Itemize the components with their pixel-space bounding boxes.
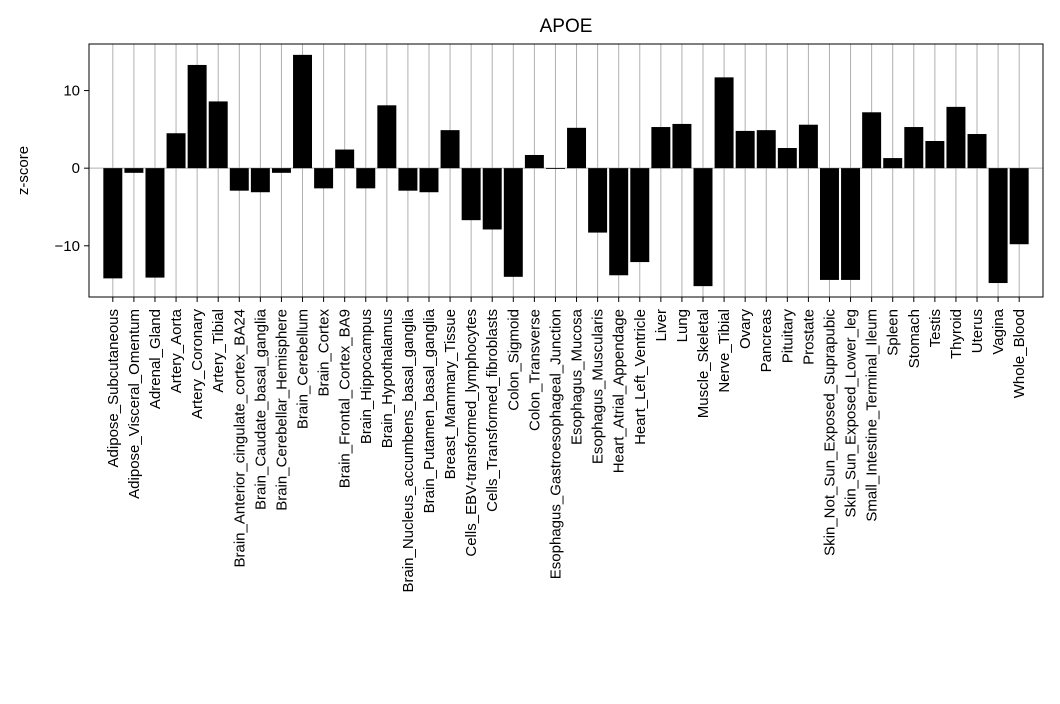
x-tick-label: Esophagus_Mucosa: [569, 308, 586, 445]
bar-brain-anterior-cingulate-cortex-ba24: [229, 168, 249, 191]
x-tick-label: Liver: [653, 309, 670, 342]
x-tick-label: Muscle_Skeletal: [695, 309, 712, 418]
x-tick-label: Heart_Atrial_Appendage: [611, 309, 628, 473]
x-tick-label: Pancreas: [758, 309, 775, 372]
y-tick-label: 0: [72, 160, 80, 177]
x-tick-label: Stomach: [906, 309, 923, 368]
x-tick-label: Artery_Coronary: [189, 309, 206, 420]
x-tick-label: Skin_Not_Sun_Exposed_Suprapubic: [821, 309, 838, 556]
bar-cells-ebv-transformed-lymphocytes: [461, 168, 481, 221]
bar-artery-coronary: [187, 64, 207, 169]
x-tick-label: Vagina: [990, 308, 1007, 354]
x-tick-label: Cells_Transformed_fibroblasts: [484, 309, 501, 512]
x-tick-label: Adipose_Visceral_Omentum: [126, 309, 143, 499]
x-tick-label: Brain_Hippocampus: [358, 309, 375, 444]
bar-brain-hypothalamus: [377, 105, 397, 169]
y-tick-label: −10: [55, 238, 80, 255]
bar-vagina: [988, 168, 1008, 284]
bar-testis: [925, 141, 945, 169]
bar-adipose-visceral-omentum: [124, 168, 144, 173]
x-tick-label: Thyroid: [948, 309, 965, 359]
bar-brain-putamen-basal-ganglia: [419, 168, 439, 193]
x-tick-label: Brain_Caudate_basal_ganglia: [252, 308, 269, 510]
x-tick-label: Uterus: [969, 309, 986, 353]
bar-brain-caudate-basal-ganglia: [250, 168, 270, 193]
x-tick-label: Brain_Cerebellum: [295, 309, 312, 429]
bar-spleen: [883, 158, 903, 169]
bar-stomach: [904, 127, 924, 169]
bar-esophagus-mucosa: [567, 127, 587, 169]
x-tick-label: Cells_EBV-transformed_lymphocytes: [463, 309, 480, 557]
x-tick-label: Spleen: [885, 309, 902, 356]
bar-skin-not-sun-exposed-suprapubic: [819, 168, 839, 280]
bar-cells-transformed-fibroblasts: [482, 168, 502, 230]
x-tick-label: Brain_Cerebellar_Hemisphere: [273, 309, 290, 511]
bar-esophagus-muscularis: [588, 168, 608, 233]
x-tick-label: Adrenal_Gland: [147, 309, 164, 409]
bar-prostate: [798, 124, 818, 169]
bar-liver: [651, 127, 671, 169]
bar-lung: [672, 123, 692, 169]
y-tick-label: 10: [63, 83, 80, 100]
x-tick-label: Prostate: [800, 309, 817, 365]
bar-heart-left-ventricle: [630, 168, 650, 263]
x-tick-label: Heart_Left_Ventricle: [632, 309, 649, 445]
x-tick-label: Testis: [927, 309, 944, 347]
x-tick-label: Brain_Nucleus_accumbens_basal_ganglia: [400, 308, 417, 592]
x-tick-label: Whole_Blood: [1011, 309, 1028, 398]
x-tick-label: Small_Intestine_Terminal_Ileum: [864, 309, 881, 522]
chart-title: APOE: [540, 16, 593, 37]
x-tick-label: Brain_Hypothalamus: [379, 309, 396, 448]
bar-heart-atrial-appendage: [609, 168, 629, 276]
bar-artery-aorta: [166, 133, 186, 169]
x-tick-label: Esophagus_Gastroesophageal_Junction: [547, 309, 564, 579]
bar-artery-tibial: [208, 101, 228, 169]
bar-pancreas: [756, 130, 776, 169]
bar-pituitary: [777, 147, 797, 169]
x-tick-label: Esophagus_Muscularis: [590, 309, 607, 464]
x-axis: Adipose_Subcutaneous Adipose_Visceral_Ome…: [105, 297, 1028, 593]
x-tick-label: Artery_Aorta: [168, 308, 185, 393]
bar-muscle-skeletal: [693, 168, 713, 287]
bar-nerve-tibial: [714, 77, 734, 169]
bar-brain-cerebellar-hemisphere: [271, 168, 291, 173]
x-tick-label: Breast_Mammary_Tissue: [442, 309, 459, 479]
bar-ovary: [735, 130, 755, 169]
x-tick-label: Adipose_Subcutaneous: [105, 309, 122, 467]
bar-adipose-subcutaneous: [103, 168, 123, 279]
x-tick-label: Nerve_Tibial: [716, 309, 733, 393]
x-tick-label: Brain_Frontal_Cortex_BA9: [337, 309, 354, 488]
bars-layer: [103, 54, 1029, 287]
x-tick-label: Ovary: [737, 309, 754, 350]
x-tick-label: Lung: [674, 309, 691, 342]
bar-esophagus-gastroesophageal-junction: [545, 168, 565, 169]
bar-uterus: [967, 134, 987, 169]
bar-skin-sun-exposed-lower-leg: [841, 168, 861, 280]
bar-adrenal-gland: [145, 168, 165, 278]
bar-brain-frontal-cortex-ba9: [335, 149, 355, 169]
bar-brain-nucleus-accumbens-basal-ganglia: [398, 168, 418, 191]
bar-colon-transverse: [524, 154, 544, 169]
y-axis: −10 0 10: [55, 83, 89, 255]
bar-brain-cerebellum: [293, 54, 313, 169]
x-tick-label: Brain_Cortex: [316, 309, 333, 397]
x-tick-label: Colon_Transverse: [526, 309, 543, 431]
bar-whole-blood: [1009, 168, 1029, 245]
bar-breast-mammary-tissue: [440, 130, 460, 169]
y-axis-label: z-score: [15, 146, 32, 195]
bar-brain-hippocampus: [356, 168, 376, 189]
x-tick-label: Skin_Sun_Exposed_Lower_leg: [843, 309, 860, 517]
bar-colon-sigmoid: [503, 168, 523, 277]
bar-thyroid: [946, 106, 966, 169]
x-tick-label: Brain_Putamen_basal_ganglia: [421, 308, 438, 513]
x-tick-label: Colon_Sigmoid: [505, 309, 522, 411]
bar-small-intestine-terminal-ileum: [862, 112, 882, 169]
plot-frame: [88, 43, 1044, 298]
bar-brain-cortex: [314, 168, 334, 189]
x-tick-label: Brain_Anterior_cingulate_cortex_BA24: [231, 309, 248, 568]
x-tick-label: Artery_Tibial: [210, 309, 227, 393]
x-tick-label: Pituitary: [779, 309, 796, 364]
